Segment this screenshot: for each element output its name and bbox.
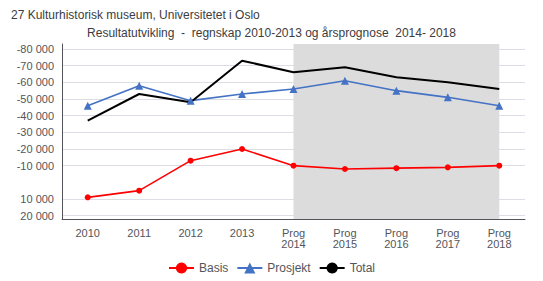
svg-text:Prog: Prog <box>436 226 460 239</box>
svg-text:-50 000: -50 000 <box>17 93 54 105</box>
svg-text:-20 000: -20 000 <box>17 143 54 155</box>
svg-text:20 000: 20 000 <box>20 210 54 222</box>
svg-text:2010: 2010 <box>75 227 99 239</box>
svg-text:-80 000: -80 000 <box>17 43 54 55</box>
svg-text:2018: 2018 <box>487 238 511 250</box>
svg-text:2016: 2016 <box>384 238 408 250</box>
svg-text:-60 000: -60 000 <box>17 76 54 88</box>
svg-text:27 Kulturhistorisk museum, Uni: 27 Kulturhistorisk museum, Universitetet… <box>11 8 260 22</box>
svg-text:Prog: Prog <box>384 226 408 239</box>
svg-text:Total: Total <box>350 261 375 275</box>
svg-text:2014: 2014 <box>281 238 305 250</box>
svg-text:10 000: 10 000 <box>20 193 54 205</box>
svg-text:2015: 2015 <box>333 238 357 250</box>
svg-text:-40 000: -40 000 <box>17 110 54 122</box>
svg-text:2012: 2012 <box>178 227 202 239</box>
svg-text:Basis: Basis <box>199 261 228 275</box>
svg-text:2017: 2017 <box>436 238 460 250</box>
svg-text:2013: 2013 <box>230 227 254 239</box>
svg-text:Prog: Prog <box>281 226 306 239</box>
svg-text:2011: 2011 <box>127 227 151 239</box>
svg-text:Prog: Prog <box>333 226 357 239</box>
svg-text:Prosjekt: Prosjekt <box>267 261 311 275</box>
svg-text:-10 000: -10 000 <box>17 160 54 172</box>
svg-text:-30 000: -30 000 <box>17 126 54 138</box>
svg-text:-70 000: -70 000 <box>17 60 54 72</box>
svg-text:Prog: Prog <box>487 226 511 239</box>
svg-text:Resultatutvikling - regnskap: Resultatutvikling - regnskap 2010-2013 o… <box>87 26 456 40</box>
